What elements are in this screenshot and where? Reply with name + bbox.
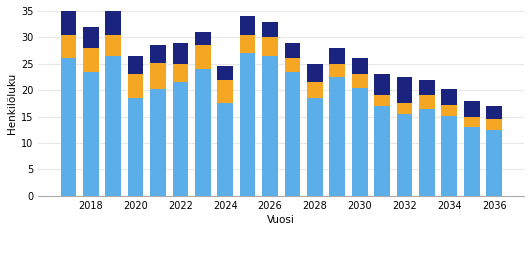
Bar xyxy=(441,105,457,116)
Bar xyxy=(195,45,211,69)
Bar xyxy=(195,69,211,196)
Bar xyxy=(217,80,233,103)
Bar xyxy=(240,16,255,35)
Bar xyxy=(285,58,301,72)
Bar xyxy=(285,43,301,58)
Bar xyxy=(486,130,502,196)
Bar xyxy=(397,77,413,103)
Bar xyxy=(173,64,189,82)
Bar xyxy=(240,35,255,53)
Bar xyxy=(464,127,479,196)
Bar xyxy=(307,98,323,196)
Bar xyxy=(128,56,143,74)
Bar xyxy=(486,119,502,130)
Bar xyxy=(397,114,413,196)
Bar xyxy=(61,35,76,58)
Bar xyxy=(173,82,189,196)
Bar xyxy=(262,56,278,196)
Legend: Osattyökyvyttömyyseläkkeet, Työkyvyttömyyseläkkeet, Vanhuuseläkkeet: Osattyökyvyttömyyseläkkeet, Työkyvyttömy… xyxy=(83,271,479,272)
Bar xyxy=(83,27,99,48)
Bar xyxy=(419,95,435,109)
Y-axis label: Henkilöluku: Henkilöluku xyxy=(7,73,17,134)
Bar xyxy=(307,64,323,82)
Bar xyxy=(397,103,413,114)
Bar xyxy=(105,35,121,56)
Bar xyxy=(128,98,143,196)
Bar xyxy=(150,45,166,63)
Bar xyxy=(105,11,121,35)
Bar xyxy=(262,37,278,56)
Bar xyxy=(329,48,345,64)
Bar xyxy=(128,74,143,98)
Bar xyxy=(150,63,166,89)
Bar xyxy=(329,77,345,196)
Bar xyxy=(486,106,502,119)
Bar xyxy=(240,53,255,196)
Bar xyxy=(83,48,99,72)
Bar xyxy=(61,58,76,196)
Bar xyxy=(150,89,166,196)
Bar xyxy=(105,56,121,196)
Bar xyxy=(217,66,233,80)
Bar xyxy=(464,117,479,127)
Bar xyxy=(61,11,76,35)
Bar xyxy=(262,21,278,37)
Bar xyxy=(441,89,457,105)
X-axis label: Vuosi: Vuosi xyxy=(267,215,295,225)
Bar xyxy=(374,74,390,95)
Bar xyxy=(464,101,479,117)
Bar xyxy=(217,103,233,196)
Bar xyxy=(441,116,457,196)
Bar xyxy=(419,109,435,196)
Bar xyxy=(352,58,367,74)
Bar xyxy=(285,72,301,196)
Bar xyxy=(173,43,189,64)
Bar xyxy=(83,72,99,196)
Bar xyxy=(352,74,367,88)
Bar xyxy=(374,95,390,106)
Bar xyxy=(352,88,367,196)
Bar xyxy=(307,82,323,98)
Bar xyxy=(329,64,345,77)
Bar xyxy=(374,106,390,196)
Bar xyxy=(195,32,211,45)
Bar xyxy=(419,80,435,95)
